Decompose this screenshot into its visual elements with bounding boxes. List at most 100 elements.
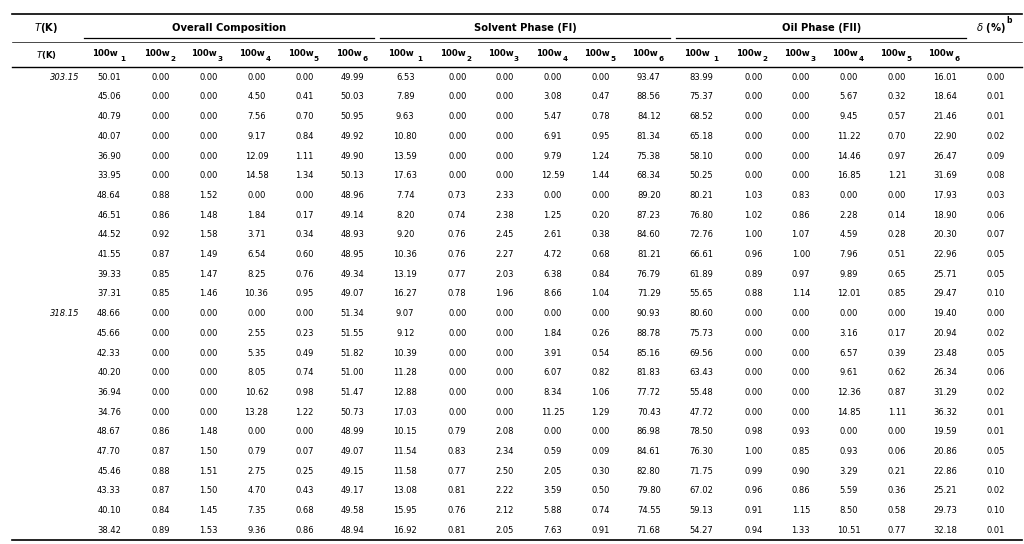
- Text: 0.68: 0.68: [295, 506, 313, 515]
- Text: 46.51: 46.51: [97, 211, 121, 220]
- Text: 0.00: 0.00: [247, 191, 265, 200]
- Text: 0.00: 0.00: [592, 427, 610, 436]
- Text: 0.00: 0.00: [840, 309, 858, 318]
- Text: 0.28: 0.28: [888, 230, 906, 239]
- Text: 36.94: 36.94: [97, 388, 121, 397]
- Text: 11.25: 11.25: [541, 407, 564, 417]
- Text: 0.70: 0.70: [888, 132, 906, 141]
- Text: 0.00: 0.00: [744, 171, 763, 180]
- Text: 0.17: 0.17: [888, 329, 906, 338]
- Text: 17.03: 17.03: [393, 407, 417, 417]
- Text: 0.00: 0.00: [200, 152, 218, 160]
- Text: 1.29: 1.29: [592, 407, 610, 417]
- Text: 58.10: 58.10: [689, 152, 714, 160]
- Text: 0.00: 0.00: [744, 112, 763, 121]
- Text: 0.78: 0.78: [447, 289, 467, 299]
- Text: 0.00: 0.00: [986, 73, 1005, 82]
- Text: 34.76: 34.76: [97, 407, 121, 417]
- Text: 55.48: 55.48: [689, 388, 714, 397]
- Text: 0.00: 0.00: [744, 152, 763, 160]
- Text: 55.65: 55.65: [689, 289, 714, 299]
- Text: 47.72: 47.72: [689, 407, 714, 417]
- Text: 0.00: 0.00: [744, 73, 763, 82]
- Text: 0.00: 0.00: [200, 388, 218, 397]
- Text: 10.62: 10.62: [245, 388, 268, 397]
- Text: 0.02: 0.02: [986, 486, 1005, 496]
- Text: 84.60: 84.60: [637, 230, 660, 239]
- Text: 71.75: 71.75: [689, 467, 714, 475]
- Text: 0.00: 0.00: [449, 368, 466, 377]
- Text: 1.00: 1.00: [744, 230, 763, 239]
- Text: 18.64: 18.64: [933, 92, 956, 102]
- Text: 40.79: 40.79: [97, 112, 121, 121]
- Text: 0.91: 0.91: [744, 506, 763, 515]
- Text: 0.97: 0.97: [888, 152, 906, 160]
- Text: 0.34: 0.34: [295, 230, 313, 239]
- Text: 0.00: 0.00: [152, 407, 170, 417]
- Text: 33.95: 33.95: [97, 171, 121, 180]
- Text: 0.00: 0.00: [888, 73, 906, 82]
- Text: 10.80: 10.80: [393, 132, 417, 141]
- Text: 48.94: 48.94: [341, 526, 365, 535]
- Text: 0.00: 0.00: [449, 171, 466, 180]
- Text: 48.99: 48.99: [341, 427, 365, 436]
- Text: 3.29: 3.29: [840, 467, 858, 475]
- Text: 0.00: 0.00: [744, 368, 763, 377]
- Text: 100w: 100w: [388, 50, 414, 58]
- Text: 0.00: 0.00: [544, 191, 562, 200]
- Text: 0.00: 0.00: [744, 329, 763, 338]
- Text: 0.39: 0.39: [888, 349, 906, 357]
- Text: 5: 5: [906, 55, 911, 62]
- Text: 20.30: 20.30: [933, 230, 956, 239]
- Text: 40.20: 40.20: [97, 368, 121, 377]
- Text: 0.86: 0.86: [792, 211, 810, 220]
- Text: 76.79: 76.79: [637, 270, 660, 279]
- Text: 80.21: 80.21: [689, 191, 714, 200]
- Text: $\delta$ (%): $\delta$ (%): [976, 21, 1006, 35]
- Text: 88.56: 88.56: [637, 92, 660, 102]
- Text: 61.89: 61.89: [689, 270, 714, 279]
- Text: 0.00: 0.00: [152, 73, 170, 82]
- Text: 0.85: 0.85: [888, 289, 906, 299]
- Text: 0.00: 0.00: [544, 73, 562, 82]
- Text: 29.73: 29.73: [933, 506, 956, 515]
- Text: 0.01: 0.01: [986, 407, 1005, 417]
- Text: 0.88: 0.88: [152, 467, 170, 475]
- Text: 2.38: 2.38: [496, 211, 514, 220]
- Text: 49.92: 49.92: [341, 132, 365, 141]
- Text: 0.00: 0.00: [792, 388, 810, 397]
- Text: 0.76: 0.76: [447, 230, 467, 239]
- Text: 25.71: 25.71: [933, 270, 956, 279]
- Text: Overall Composition: Overall Composition: [172, 23, 286, 33]
- Text: 0.43: 0.43: [295, 486, 313, 496]
- Text: 13.19: 13.19: [393, 270, 417, 279]
- Text: b: b: [1007, 16, 1012, 25]
- Text: 1.22: 1.22: [295, 407, 313, 417]
- Text: 3: 3: [810, 55, 815, 62]
- Text: 48.93: 48.93: [341, 230, 365, 239]
- Text: 49.15: 49.15: [341, 467, 365, 475]
- Text: 84.61: 84.61: [637, 447, 660, 456]
- Text: 0.93: 0.93: [840, 447, 858, 456]
- Text: 100w: 100w: [144, 50, 170, 58]
- Text: 66.61: 66.61: [689, 250, 714, 259]
- Text: 78.50: 78.50: [689, 427, 714, 436]
- Text: 1.50: 1.50: [200, 447, 218, 456]
- Text: 0.02: 0.02: [986, 132, 1005, 141]
- Text: 0.06: 0.06: [888, 447, 906, 456]
- Text: 0.00: 0.00: [840, 191, 858, 200]
- Text: 9.45: 9.45: [840, 112, 858, 121]
- Text: 2.05: 2.05: [544, 467, 562, 475]
- Text: 2.27: 2.27: [496, 250, 514, 259]
- Text: 0.58: 0.58: [888, 506, 906, 515]
- Text: 0.00: 0.00: [792, 407, 810, 417]
- Text: 43.33: 43.33: [97, 486, 121, 496]
- Text: 0.49: 0.49: [295, 349, 313, 357]
- Text: 12.01: 12.01: [837, 289, 860, 299]
- Text: 0.87: 0.87: [888, 388, 906, 397]
- Text: 5.47: 5.47: [544, 112, 562, 121]
- Text: 2: 2: [763, 55, 768, 62]
- Text: 75.37: 75.37: [689, 92, 714, 102]
- Text: 0.00: 0.00: [496, 132, 514, 141]
- Text: 71.29: 71.29: [637, 289, 660, 299]
